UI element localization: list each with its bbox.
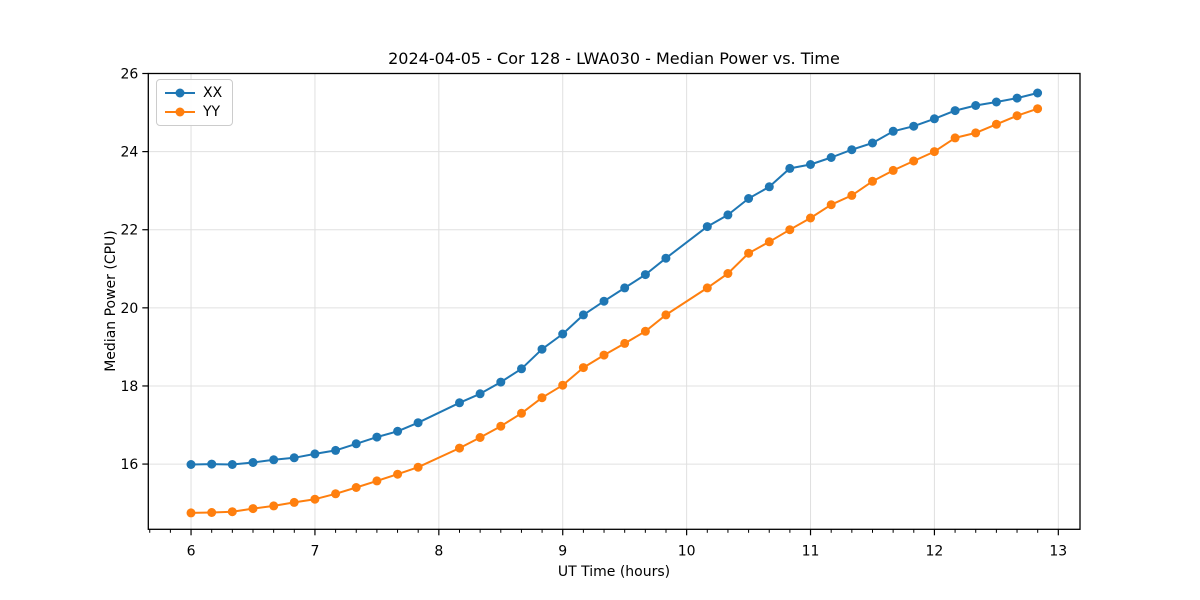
legend-label-xx: XX (203, 85, 223, 101)
svg-text:11: 11 (802, 543, 820, 559)
svg-text:22: 22 (120, 223, 138, 239)
svg-text:12: 12 (926, 543, 944, 559)
svg-text:6: 6 (187, 543, 196, 559)
chart-title: 2024-04-05 - Cor 128 - LWA030 - Median P… (388, 49, 840, 68)
svg-text:16: 16 (120, 457, 138, 473)
svg-text:18: 18 (120, 379, 138, 395)
svg-text:20: 20 (120, 301, 138, 317)
svg-text:8: 8 (434, 543, 443, 559)
svg-text:13: 13 (1049, 543, 1067, 559)
svg-text:9: 9 (558, 543, 567, 559)
legend-item-yy: YY (165, 105, 222, 119)
x-axis-label: UT Time (hours) (557, 564, 671, 580)
y-axis-label: Median Power (CPU) (103, 230, 119, 372)
svg-text:24: 24 (120, 145, 138, 161)
legend-label-yy: YY (203, 104, 221, 120)
legend-line-marker-icon (165, 107, 195, 117)
svg-text:10: 10 (678, 543, 696, 559)
svg-text:7: 7 (310, 543, 319, 559)
legend-item-xx: XX (165, 86, 222, 100)
legend-line-marker-icon (165, 88, 195, 98)
svg-text:26: 26 (120, 67, 138, 83)
legend: XX YY (156, 79, 234, 126)
